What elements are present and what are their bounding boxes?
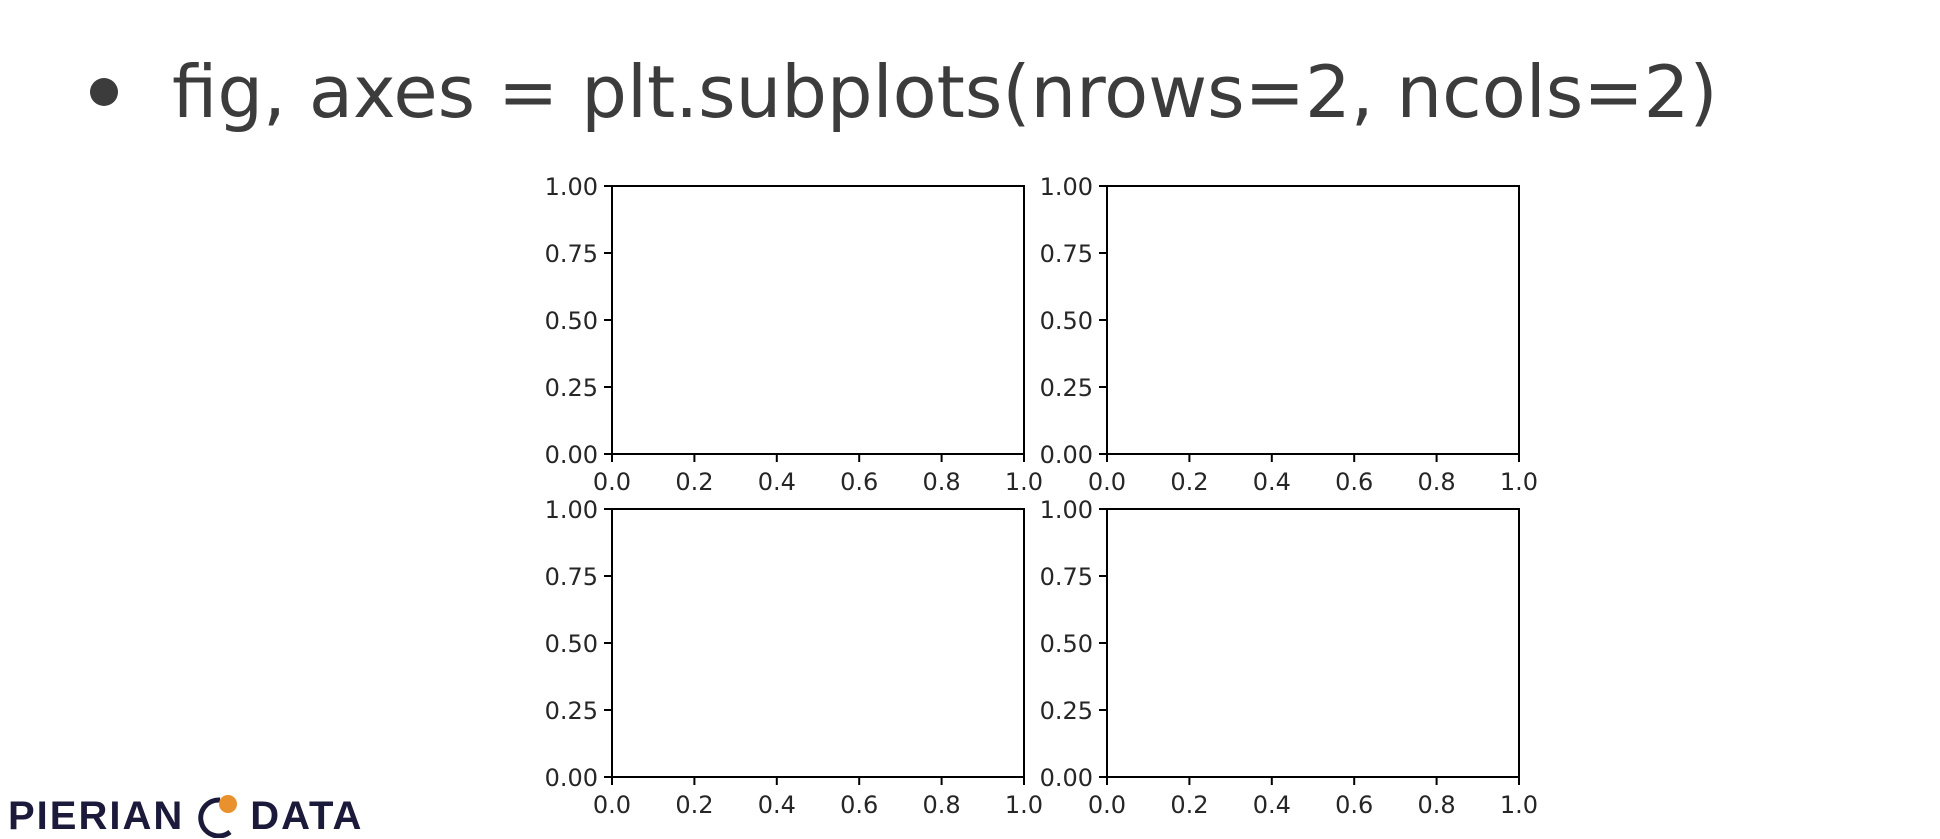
axes-frame-bottom-right <box>1106 508 1520 778</box>
y-tick-label-top-left-2: 0.50 <box>545 307 598 335</box>
x-tick-label-bottom-right-1: 0.2 <box>1170 791 1208 819</box>
x-tick-label-top-left-0: 0.0 <box>593 468 631 496</box>
y-tick-label-top-right-2: 0.50 <box>1040 307 1093 335</box>
y-tick-label-top-left-0: 0.00 <box>545 441 598 469</box>
x-tick-label-top-left-5: 1.0 <box>1005 468 1043 496</box>
logo-text-left: PIERIAN <box>8 793 185 838</box>
y-tick-label-top-right-3: 0.75 <box>1040 240 1093 268</box>
axes-frame-top-left <box>611 185 1025 455</box>
y-tick-label-bottom-left-3: 0.75 <box>545 563 598 591</box>
x-tick-label-bottom-right-5: 1.0 <box>1500 791 1538 819</box>
y-tick-label-top-right-0: 0.00 <box>1040 441 1093 469</box>
bullet-text: fig, axes = plt.subplots(nrows=2, ncols=… <box>172 50 1718 134</box>
x-tick-label-bottom-left-4: 0.8 <box>923 791 961 819</box>
x-tick-label-top-left-3: 0.6 <box>840 468 878 496</box>
y-tick-label-bottom-left-2: 0.50 <box>545 630 598 658</box>
x-tick-label-top-right-3: 0.6 <box>1335 468 1373 496</box>
x-tick-label-top-left-1: 0.2 <box>675 468 713 496</box>
x-tick-label-bottom-left-1: 0.2 <box>675 791 713 819</box>
x-tick-label-bottom-left-0: 0.0 <box>593 791 631 819</box>
x-tick-label-top-right-2: 0.4 <box>1253 468 1291 496</box>
x-tick-label-bottom-right-2: 0.4 <box>1253 791 1291 819</box>
pierian-data-logo: PIERIAN DATA <box>8 793 364 838</box>
x-tick-label-top-right-0: 0.0 <box>1088 468 1126 496</box>
x-tick-label-top-left-2: 0.4 <box>758 468 796 496</box>
x-tick-label-bottom-right-3: 0.6 <box>1335 791 1373 819</box>
y-tick-label-bottom-right-4: 1.00 <box>1040 496 1093 524</box>
y-tick-label-top-right-1: 0.25 <box>1040 374 1093 402</box>
y-tick-label-top-left-3: 0.75 <box>545 240 598 268</box>
x-tick-label-bottom-left-2: 0.4 <box>758 791 796 819</box>
y-tick-label-bottom-right-3: 0.75 <box>1040 563 1093 591</box>
y-tick-label-bottom-right-0: 0.00 <box>1040 764 1093 792</box>
x-tick-label-bottom-right-4: 0.8 <box>1418 791 1456 819</box>
x-tick-label-bottom-right-0: 0.0 <box>1088 791 1126 819</box>
y-tick-label-bottom-left-1: 0.25 <box>545 697 598 725</box>
bullet-line: fig, axes = plt.subplots(nrows=2, ncols=… <box>90 42 1718 142</box>
subplots-figure: 0.0 0.2 0.4 0.6 0.8 1.00.000.250.500.751.000.… <box>545 173 1539 819</box>
x-tick-label-top-right-1: 0.2 <box>1170 468 1208 496</box>
axes-frame-bottom-left <box>611 508 1025 778</box>
x-tick-label-bottom-left-5: 1.0 <box>1005 791 1043 819</box>
x-tick-label-top-right-5: 1.0 <box>1500 468 1538 496</box>
x-tick-label-top-right-4: 0.8 <box>1418 468 1456 496</box>
x-tick-label-top-left-4: 0.8 <box>923 468 961 496</box>
logo-mark-icon <box>198 795 238 838</box>
y-tick-label-bottom-right-2: 0.50 <box>1040 630 1093 658</box>
x-tick-label-bottom-left-3: 0.6 <box>840 791 878 819</box>
logo-text-right: DATA <box>250 793 364 838</box>
y-tick-label-top-left-1: 0.25 <box>545 374 598 402</box>
y-tick-label-bottom-right-1: 0.25 <box>1040 697 1093 725</box>
axes-frame-top-right <box>1106 185 1520 455</box>
y-tick-label-bottom-left-0: 0.00 <box>545 764 598 792</box>
bullet-icon <box>90 78 118 106</box>
y-tick-label-top-right-4: 1.00 <box>1040 173 1093 201</box>
y-tick-label-top-left-4: 1.00 <box>545 173 598 201</box>
y-tick-label-bottom-left-4: 1.00 <box>545 496 598 524</box>
